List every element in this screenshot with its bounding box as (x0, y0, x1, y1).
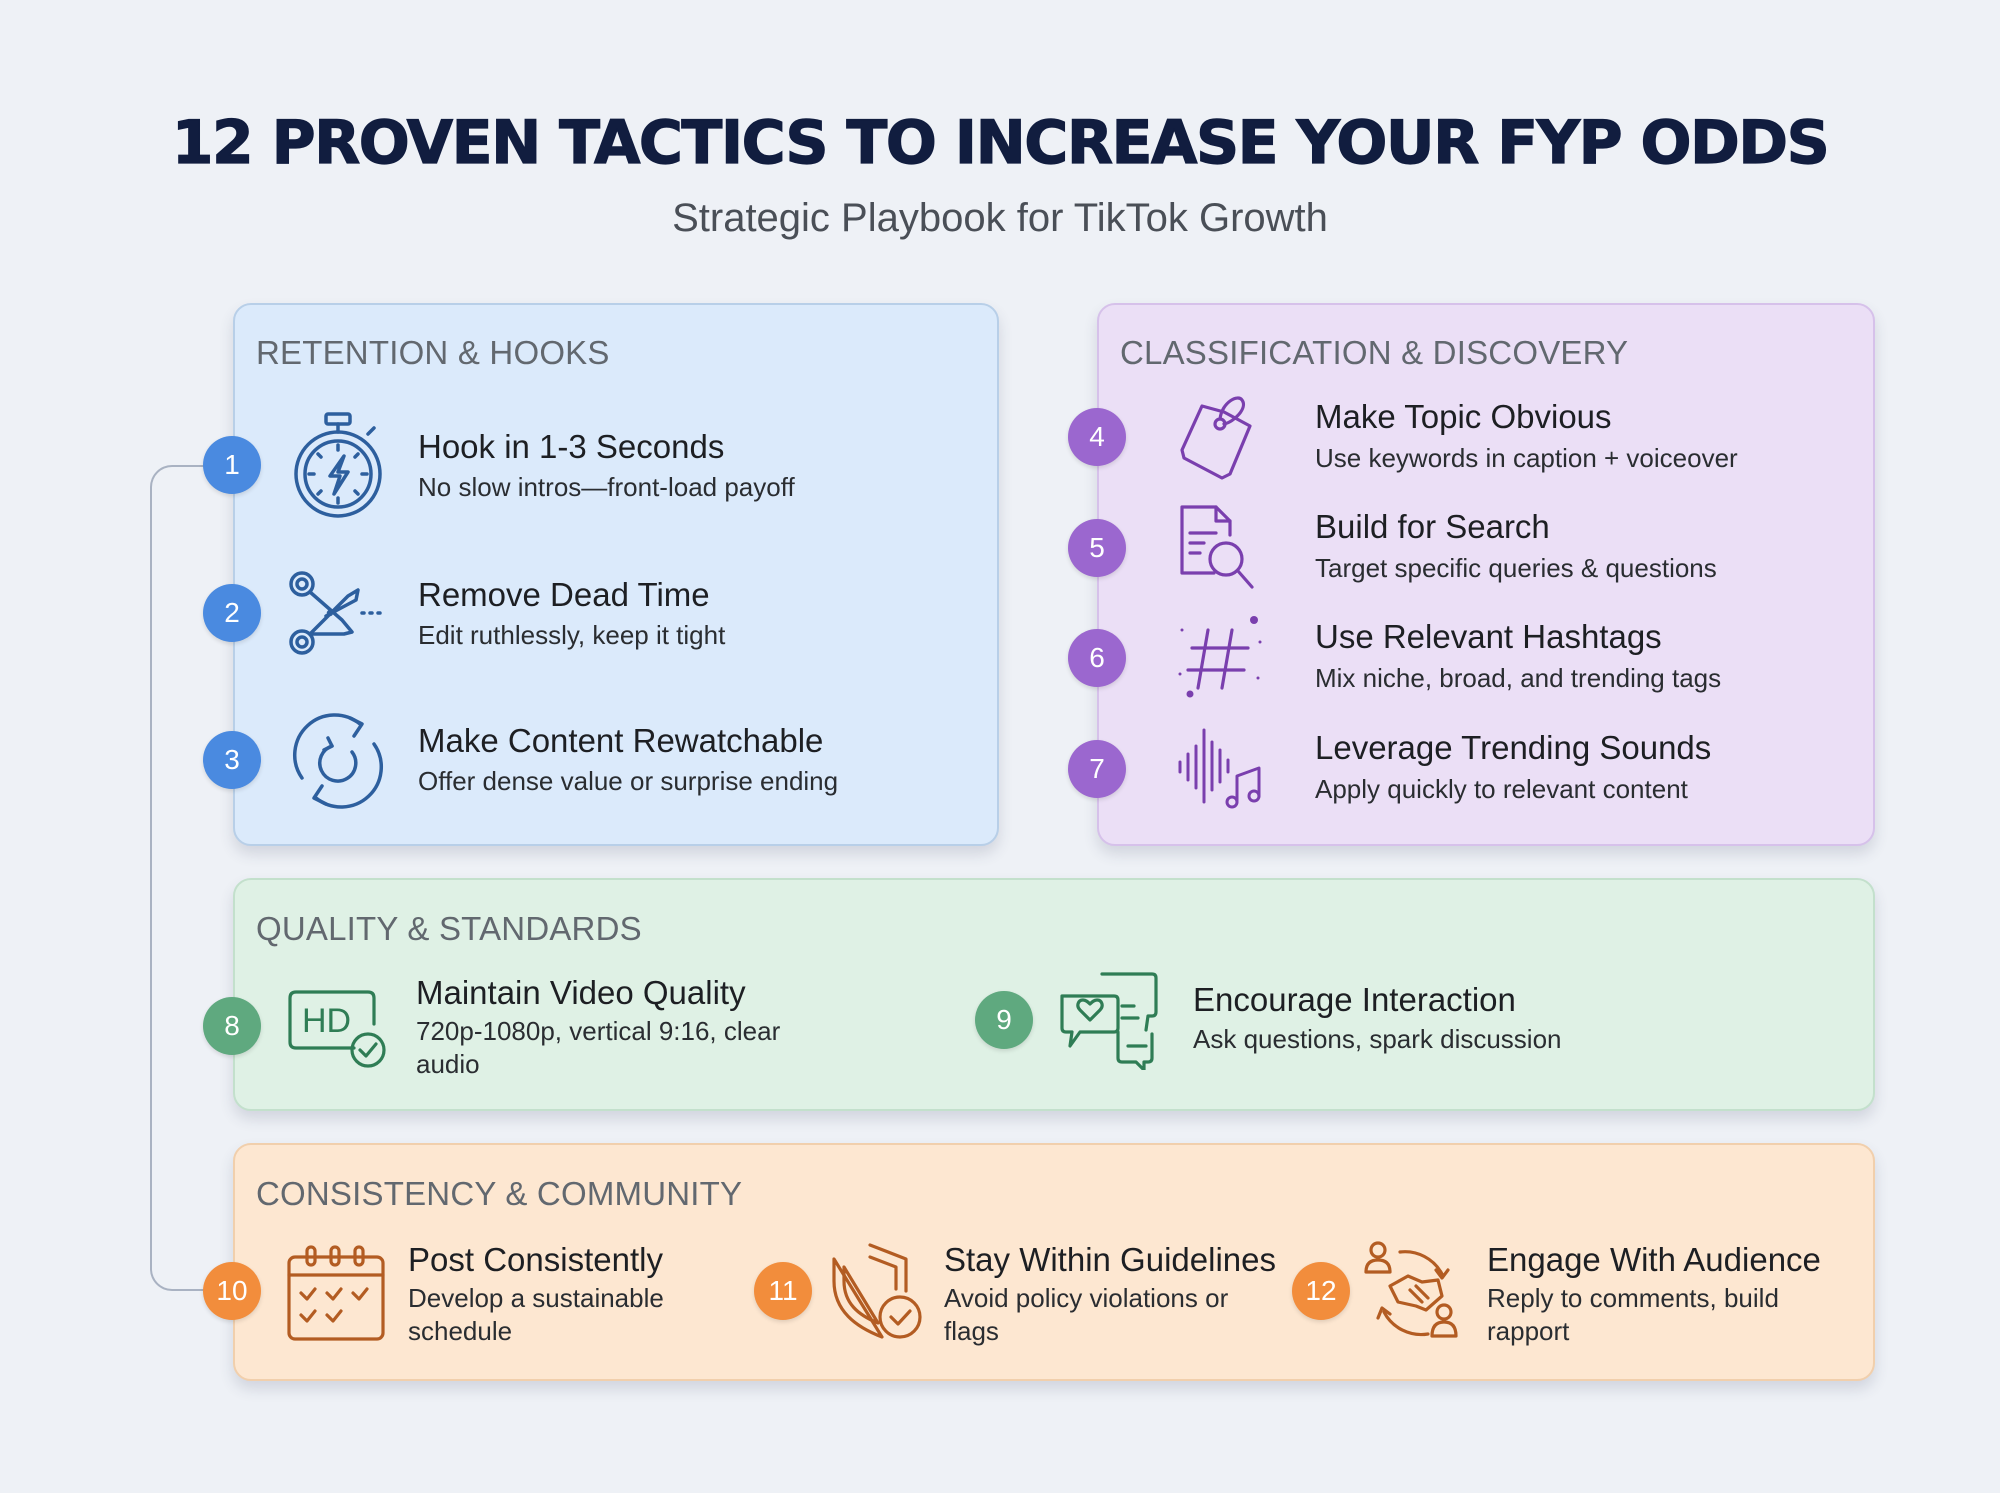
item-desc-9: Ask questions, spark discussion (1193, 1024, 1562, 1054)
step-badge-9: 9 (975, 991, 1033, 1049)
page-title: 12 PROVEN TACTICS TO INCREASE YOUR FYP O… (171, 107, 1830, 178)
item-desc-4: Use keywords in caption + voiceover (1315, 443, 1738, 473)
item-title-7: Leverage Trending Sounds (1315, 729, 1712, 766)
step-badge-2: 2 (203, 584, 261, 642)
item-title-4: Make Topic Obvious (1315, 398, 1612, 435)
chat-bubbles-heart-icon (1058, 970, 1162, 1070)
step-badge-5: 5 (1068, 519, 1126, 577)
item-title-12: Engage With Audience (1487, 1241, 1821, 1278)
step-badge-1: 1 (203, 436, 261, 494)
step-badge-8: 8 (203, 997, 261, 1055)
shield-check-icon (826, 1241, 926, 1345)
item-title-2: Remove Dead Time (418, 576, 710, 613)
section-card-consistency (233, 1143, 1875, 1381)
item-title-1: Hook in 1-3 Seconds (418, 428, 725, 465)
step-badge-10: 10 (203, 1262, 261, 1320)
step-badge-3: 3 (203, 731, 261, 789)
svg-text:HD: HD (302, 1002, 351, 1040)
item-title-10: Post Consistently (408, 1241, 663, 1278)
tag-icon (1178, 392, 1268, 482)
section-card-quality (233, 878, 1875, 1111)
section-label-consistency: CONSISTENCY & COMMUNITY (256, 1175, 743, 1212)
item-desc-1: No slow intros—front-load payoff (418, 472, 795, 502)
section-label-quality: QUALITY & STANDARDS (256, 910, 642, 947)
document-search-icon (1178, 503, 1268, 593)
step-badge-6: 6 (1068, 629, 1126, 687)
item-desc-6: Mix niche, broad, and trending tags (1315, 663, 1722, 693)
item-desc-5: Target specific queries & questions (1315, 553, 1717, 583)
section-label-retention: RETENTION & HOOKS (256, 334, 610, 371)
item-desc-7: Apply quickly to relevant content (1315, 774, 1688, 804)
item-title-6: Use Relevant Hashtags (1315, 618, 1662, 655)
hashtag-icon (1176, 612, 1266, 702)
item-title-11: Stay Within Guidelines (944, 1241, 1276, 1278)
step-badge-11: 11 (754, 1262, 812, 1320)
item-desc-8: 720p-1080p, vertical 9:16, clear audio (416, 1016, 781, 1079)
step-badge-4: 4 (1068, 408, 1126, 466)
stopwatch-lightning-icon (288, 410, 388, 520)
handshake-cycle-icon (1364, 1240, 1464, 1344)
item-desc-10: Develop a sustainable schedule (408, 1283, 664, 1346)
hd-check-icon: HD (288, 988, 388, 1072)
section-card-retention (233, 303, 999, 846)
item-desc-3: Offer dense value or surprise ending (418, 766, 839, 796)
calendar-check-icon (287, 1245, 387, 1341)
item-desc-2: Edit ruthlessly, keep it tight (418, 620, 726, 650)
item-title-5: Build for Search (1315, 508, 1550, 545)
step-badge-12: 12 (1292, 1262, 1350, 1320)
item-desc-11: Avoid policy violations or flags (944, 1283, 1229, 1346)
replay-arrows-icon (288, 712, 388, 810)
timeline-connector-line (150, 465, 234, 1291)
item-title-8: Maintain Video Quality (416, 974, 746, 1011)
soundwave-music-icon (1176, 728, 1266, 810)
item-title-9: Encourage Interaction (1193, 981, 1516, 1018)
item-title-3: Make Content Rewatchable (418, 722, 824, 759)
step-badge-7: 7 (1068, 740, 1126, 798)
item-desc-12: Reply to comments, build rapport (1487, 1283, 1779, 1346)
section-label-classification: CLASSIFICATION & DISCOVERY (1120, 334, 1629, 371)
scissors-icon (286, 568, 386, 658)
page-subtitle: Strategic Playbook for TikTok Growth (672, 196, 1328, 240)
